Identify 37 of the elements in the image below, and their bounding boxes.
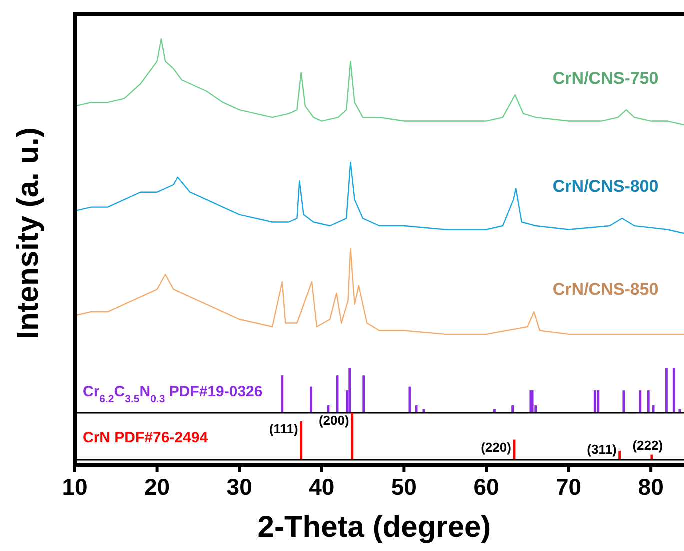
x-tick-label: 40 [309, 474, 335, 500]
annotation: (222) [632, 438, 664, 453]
bar [362, 376, 366, 413]
x-tick-label: 30 [226, 474, 252, 500]
x-tick-label: 80 [638, 474, 664, 500]
bar [300, 421, 303, 460]
bar [672, 368, 676, 413]
x-tick-label: 20 [144, 474, 170, 500]
bar [639, 390, 642, 413]
x-tick-label: 50 [391, 474, 417, 500]
bar [597, 390, 600, 413]
bar [281, 376, 284, 413]
bar [652, 406, 655, 413]
bar [351, 413, 354, 460]
bar [618, 451, 622, 460]
y-axis-title: Intensity (a. u.) [12, 128, 45, 340]
annotation: (200) [318, 413, 350, 428]
bar [594, 390, 596, 413]
annotation: (311) [587, 442, 617, 457]
bar [650, 454, 654, 460]
series-label: Cr$_{6.2}$C$_{3.5}$N$_{0.3}$ PDF#19-0326 [83, 384, 263, 406]
series-label: CrN/CNS-800 [552, 177, 659, 196]
series-label: CrN/CNS-850 [552, 280, 659, 300]
series-label: CrN/CNS-750 [552, 68, 659, 88]
annotation: (111) [269, 421, 298, 436]
text: CrN PDF#76-2494 [83, 430, 209, 446]
bar [647, 390, 650, 413]
bar [666, 368, 668, 413]
bar [622, 390, 626, 413]
annotation: (220) [481, 440, 512, 455]
bar [310, 386, 312, 413]
x-axis-title: 2-Theta (degree) [258, 511, 492, 544]
x-tick-label: 70 [556, 474, 582, 500]
x-tick-label: 10 [62, 474, 88, 500]
x-tick-label: 60 [474, 474, 500, 500]
bar [348, 368, 352, 413]
bar [512, 406, 514, 413]
